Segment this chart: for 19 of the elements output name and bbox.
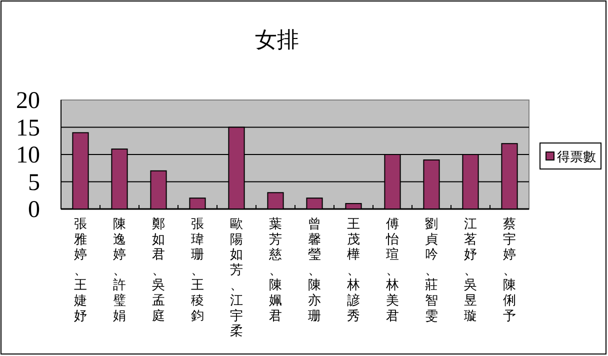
- x-tick-label: 鄭如君、吳孟庭: [152, 217, 165, 324]
- x-tick-label: 蔡宇婷、陳俐予: [503, 217, 516, 324]
- x-tick-label: 江茗妤、吳昱璇: [464, 217, 477, 324]
- y-tick-label: 5: [28, 170, 40, 196]
- x-tick-label: 歐陽如芳、江宇柔: [230, 217, 243, 340]
- x-tick-label: 張雅婷、王婕妤: [74, 217, 87, 324]
- x-tick-label: 曾馨瑩、陳亦珊: [308, 217, 321, 324]
- y-tick-label: 20: [16, 88, 40, 114]
- x-tick-label: 傅怡瑄、林美君: [385, 217, 399, 324]
- y-tick-label: 15: [16, 115, 40, 142]
- x-tick-label: 王茂樺、林諺秀: [346, 217, 360, 324]
- x-tick-label: 張瑋珊、王稜鈞: [191, 217, 204, 324]
- y-tick-label: 0: [28, 197, 40, 223]
- x-tick-label: 劉貞吟、莊智雯: [425, 217, 438, 324]
- y-tick-label: 10: [16, 142, 40, 168]
- x-tick-label: 陳逸婷、許璧娟: [113, 217, 126, 324]
- x-tick-label: 葉芳慈、陳姵君: [268, 217, 282, 324]
- chart-title: 女排: [255, 28, 299, 53]
- legend-label: 得票數: [557, 150, 596, 165]
